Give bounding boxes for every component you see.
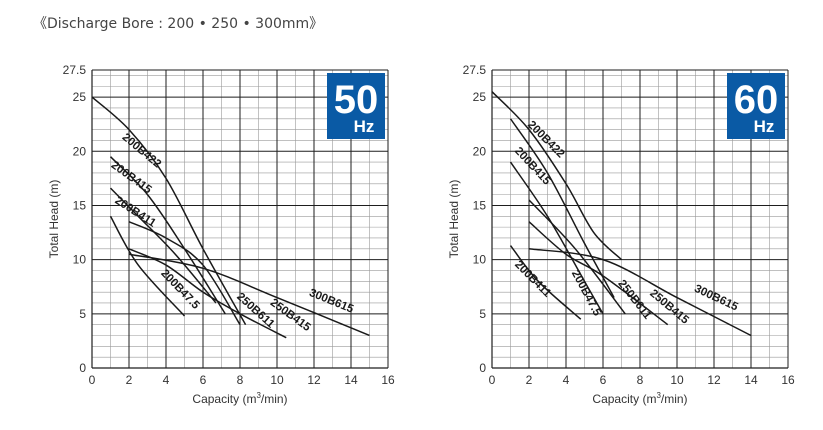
- curve-label-200b422: 200B422: [525, 119, 566, 160]
- y-tick-label: 15: [73, 198, 87, 212]
- x-tick-label: 10: [270, 373, 284, 387]
- x-tick-label: 14: [744, 373, 758, 387]
- y-tick-label: 5: [79, 307, 86, 321]
- x-tick-label: 8: [237, 373, 244, 387]
- y-tick-label: 25: [473, 90, 487, 104]
- y-tick-label: 20: [473, 144, 487, 158]
- curve-200b411: [509, 161, 604, 315]
- x-tick-label: 16: [381, 373, 395, 387]
- y-axis-label: Total Head (m): [47, 180, 61, 259]
- x-tick-label: 12: [707, 373, 721, 387]
- curve-200b47-5: [509, 245, 582, 320]
- hz-badge-unit: Hz: [354, 117, 375, 136]
- y-tick-label: 27.5: [463, 63, 487, 77]
- y-tick-label: 27.5: [63, 63, 87, 77]
- x-tick-label: 16: [781, 373, 795, 387]
- y-axis-label: Total Head (m): [447, 180, 461, 259]
- curve-250b611: [128, 221, 241, 326]
- x-tick-label: 4: [563, 373, 570, 387]
- y-tick-label: 10: [473, 253, 487, 267]
- curve-300b615: [128, 253, 370, 337]
- y-tick-label: 0: [79, 361, 86, 375]
- curve-250b611: [528, 199, 626, 315]
- y-tick-label: 5: [479, 307, 486, 321]
- x-tick-label: 10: [670, 373, 684, 387]
- curve-300b615: [528, 248, 752, 337]
- x-tick-label: 12: [307, 373, 321, 387]
- x-tick-label: 8: [637, 373, 644, 387]
- y-tick-label: 10: [73, 253, 87, 267]
- x-tick-label: 6: [600, 373, 607, 387]
- x-axis-label: Capacity (m3/min): [192, 391, 287, 406]
- y-tick-label: 20: [73, 144, 87, 158]
- curve-200b47-5: [109, 215, 186, 317]
- curve-200b415: [109, 156, 226, 315]
- x-tick-label: 14: [344, 373, 358, 387]
- hz-badge-number: 50: [334, 78, 379, 122]
- x-tick-label: 0: [489, 373, 496, 387]
- curve-label-200b47-5: 200B47.5: [569, 268, 603, 318]
- hz-badge-background: [727, 73, 785, 139]
- x-tick-label: 2: [126, 373, 133, 387]
- curve-250b415: [528, 221, 669, 326]
- x-axis-label: Capacity (m3/min): [592, 391, 687, 406]
- curve-250b415: [128, 248, 287, 339]
- hz-badge-number: 60: [734, 78, 779, 122]
- curve-200b411: [109, 187, 217, 304]
- hz-badge-background: [327, 73, 385, 139]
- curve-200b415: [509, 118, 615, 298]
- y-tick-label: 15: [473, 198, 487, 212]
- curve-200b422: [491, 91, 623, 261]
- y-tick-label: 25: [73, 90, 87, 104]
- x-tick-label: 2: [526, 373, 533, 387]
- discharge-bore-caption: 《Discharge Bore : 200 • 250 • 300mm》: [33, 16, 324, 32]
- curve-200b422: [91, 96, 247, 326]
- hz-badge-unit: Hz: [754, 117, 775, 136]
- x-tick-label: 6: [200, 373, 207, 387]
- x-tick-label: 0: [89, 373, 96, 387]
- y-tick-label: 0: [479, 361, 486, 375]
- x-tick-label: 4: [163, 373, 170, 387]
